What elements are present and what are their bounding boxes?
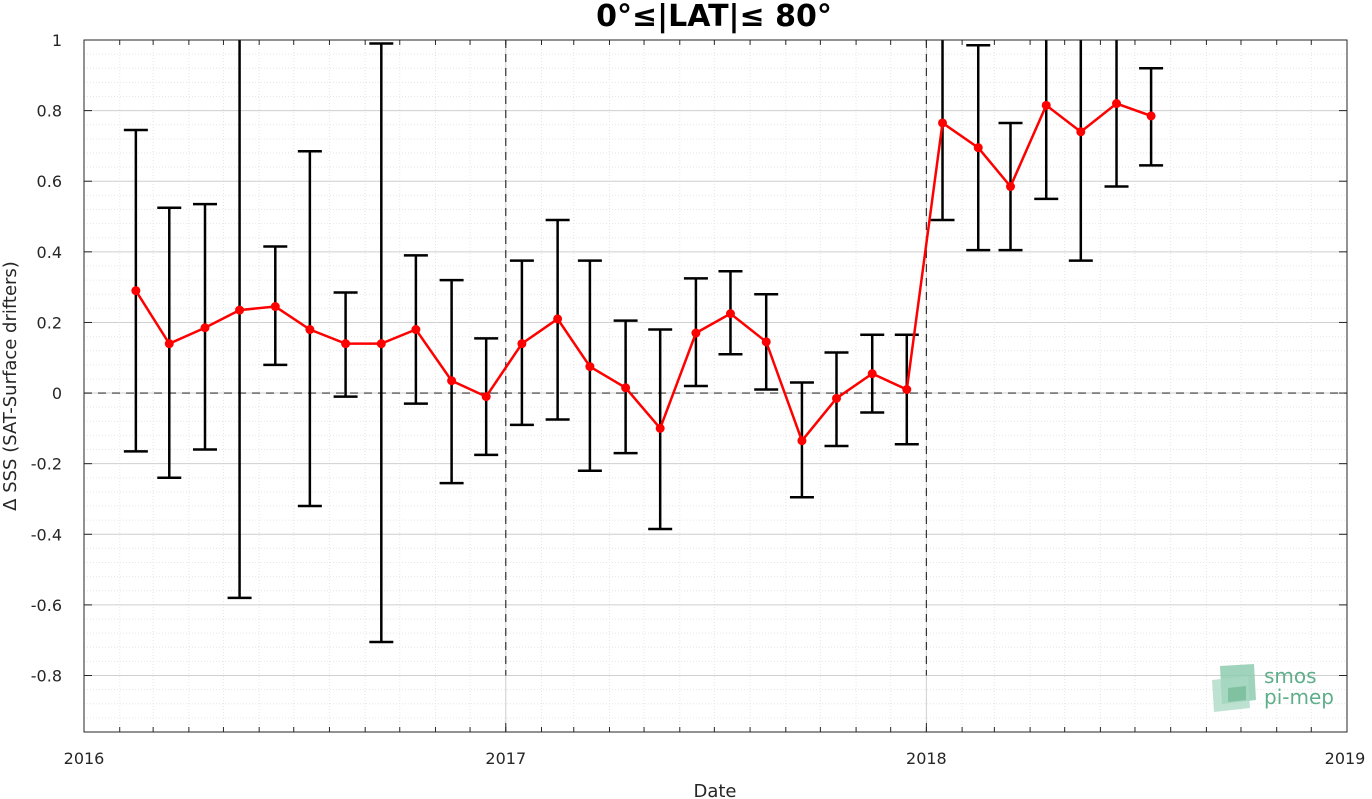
data-point — [200, 323, 210, 333]
data-point — [517, 339, 527, 349]
data-series — [131, 99, 1156, 446]
y-tick-label: -0.2 — [31, 455, 62, 474]
data-point — [761, 337, 771, 347]
y-tick-label: -0.8 — [31, 667, 62, 686]
y-tick-labels: 1 0.8 0.6 0.4 0.2 0 -0.2 -0.4 -0.6 -0.8 — [31, 31, 62, 686]
y-tick-label: 0.8 — [37, 102, 62, 121]
y-tick-label: -0.4 — [31, 525, 62, 544]
series-line — [134, 102, 1152, 444]
data-point — [481, 392, 491, 402]
chart-title: 0°≤|LAT|≤ 80° — [596, 0, 832, 34]
data-point — [655, 423, 665, 433]
axis-ticks — [83, 39, 1348, 732]
y-tick-label: 0.6 — [37, 172, 62, 191]
y-tick-label: 0.2 — [37, 313, 62, 332]
data-point — [270, 302, 280, 312]
data-point — [1112, 99, 1122, 109]
y-tick-label: 0.4 — [37, 243, 62, 262]
smos-pi-mep-logo: smos pi-mep — [1212, 664, 1334, 712]
logo-text-line2: pi-mep — [1264, 685, 1334, 709]
y-tick-label: -0.6 — [31, 596, 62, 615]
data-point — [797, 436, 807, 446]
data-point — [867, 369, 877, 379]
data-point — [553, 314, 563, 324]
data-point — [305, 325, 315, 335]
data-point — [376, 339, 386, 349]
y-tick-label: 0 — [52, 384, 62, 403]
data-point — [411, 325, 421, 335]
x-tick-label: 2017 — [485, 749, 526, 768]
data-point — [1146, 111, 1156, 121]
data-point — [1076, 127, 1086, 137]
logo-text-line1: smos — [1264, 664, 1317, 688]
data-point — [447, 376, 457, 386]
data-point — [725, 309, 735, 319]
data-point — [938, 118, 948, 128]
data-point — [131, 286, 141, 296]
data-point — [341, 339, 351, 349]
data-point — [1006, 182, 1016, 192]
x-tick-labels: 2016 2017 2018 2019 — [64, 749, 1366, 768]
x-tick-label: 2016 — [64, 749, 105, 768]
x-axis-title: Date — [693, 781, 736, 799]
data-point — [691, 328, 701, 338]
data-point — [621, 383, 631, 393]
data-point — [831, 393, 841, 403]
y-axis-title: Δ SSS (SAT-Surface drifters) — [0, 261, 21, 511]
x-tick-label: 2018 — [906, 749, 947, 768]
data-point — [585, 362, 595, 372]
plot-area-border — [83, 39, 1348, 733]
y-tick-label: 1 — [52, 31, 62, 50]
logo-mark-icon — [1212, 664, 1256, 712]
data-point — [902, 385, 912, 395]
data-point — [235, 305, 245, 315]
data-point — [1041, 100, 1051, 110]
reference-lines — [84, 40, 1347, 676]
data-point — [973, 143, 983, 153]
x-tick-label: 2019 — [1325, 749, 1366, 768]
data-point — [164, 339, 174, 349]
